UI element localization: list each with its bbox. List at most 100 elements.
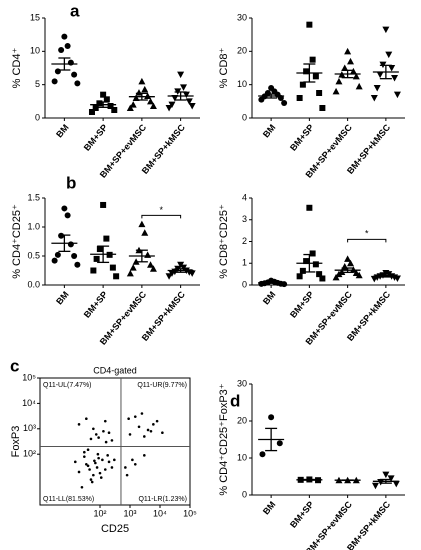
event-dot xyxy=(83,450,86,454)
x-tick-label: 10⁵ xyxy=(183,508,197,518)
plot-frame xyxy=(39,377,191,506)
data-point xyxy=(109,264,116,271)
data-point xyxy=(299,267,306,274)
data-point xyxy=(355,82,363,90)
data-point xyxy=(138,77,146,85)
event-dot xyxy=(95,466,99,469)
event-dot xyxy=(86,448,90,452)
data-point xyxy=(51,257,58,264)
event-dot xyxy=(83,455,86,458)
x-tick-label: BM+SP xyxy=(288,289,316,319)
data-point xyxy=(258,96,265,103)
data-point xyxy=(188,103,196,110)
event-dot xyxy=(73,460,77,464)
y-tick-label: 0 xyxy=(242,279,247,289)
y-tick-label: 0 xyxy=(242,489,247,499)
significance-label: * xyxy=(365,229,369,239)
data-point xyxy=(67,241,74,248)
data-point xyxy=(344,47,352,55)
data-point xyxy=(309,56,316,63)
data-point xyxy=(100,201,107,208)
data-point xyxy=(61,33,68,40)
event-dot xyxy=(101,458,104,462)
event-dot xyxy=(107,431,111,435)
data-point xyxy=(90,267,97,274)
data-point xyxy=(385,51,393,59)
data-point xyxy=(149,102,157,109)
data-point xyxy=(93,255,100,262)
event-dot xyxy=(97,436,100,439)
data-point xyxy=(355,271,363,279)
data-point xyxy=(165,273,173,280)
data-point xyxy=(393,91,401,99)
event-dot xyxy=(102,429,105,433)
data-point xyxy=(382,26,390,34)
data-point xyxy=(352,72,360,80)
data-point xyxy=(373,85,381,92)
y-axis-label: % CD4⁺ xyxy=(11,47,23,88)
x-tick-label: 10⁴ xyxy=(153,508,167,518)
data-point xyxy=(309,250,316,257)
data-point xyxy=(165,105,173,112)
x-tick-label: BM xyxy=(54,122,71,139)
chart-title: CD4-gated xyxy=(93,365,137,375)
data-point xyxy=(92,105,99,111)
data-point xyxy=(141,229,149,236)
data-point xyxy=(316,90,323,96)
data-point xyxy=(281,281,288,288)
y-axis-label: % CD8⁺ xyxy=(218,47,230,88)
event-dot xyxy=(149,429,153,433)
y-tick-label: 1 xyxy=(242,258,247,268)
y-tick-label: 0 xyxy=(35,112,40,122)
y-tick-label: 2 xyxy=(242,236,247,246)
data-point xyxy=(347,259,355,267)
y-tick-label: 10 xyxy=(237,79,247,89)
data-point xyxy=(71,71,78,78)
event-dot xyxy=(133,463,137,466)
event-dot xyxy=(131,458,134,462)
event-dot xyxy=(137,425,141,429)
data-point xyxy=(103,235,110,242)
data-point xyxy=(296,273,303,280)
data-point xyxy=(64,212,71,219)
event-dot xyxy=(94,461,97,465)
data-point xyxy=(303,68,310,75)
y-tick-label: 30 xyxy=(237,12,247,22)
event-dot xyxy=(125,473,129,477)
data-point xyxy=(61,205,68,212)
panel-letter: a xyxy=(70,1,80,20)
y-tick-label: 10⁴ xyxy=(22,398,36,408)
data-point xyxy=(349,266,357,273)
significance-label: * xyxy=(159,205,163,215)
data-point xyxy=(135,89,143,96)
panel-letter: d xyxy=(230,391,240,410)
data-point xyxy=(319,105,326,111)
data-point xyxy=(341,64,349,71)
data-point xyxy=(147,261,155,268)
data-point xyxy=(347,57,355,65)
event-dot xyxy=(88,468,91,471)
panel-letter: c xyxy=(10,356,19,375)
data-point xyxy=(100,91,107,98)
data-point xyxy=(96,100,103,107)
data-point xyxy=(74,261,81,268)
event-dot xyxy=(161,431,164,435)
data-point xyxy=(180,84,188,91)
data-point xyxy=(382,471,390,479)
quadrant-label: Q11-UR(9.77%) xyxy=(137,382,187,389)
x-tick-label: BM xyxy=(261,289,278,306)
data-point xyxy=(392,480,400,488)
event-dot xyxy=(94,433,98,436)
data-point xyxy=(188,270,196,277)
y-tick-label: 20 xyxy=(237,415,247,425)
data-point xyxy=(312,261,319,268)
data-point xyxy=(113,273,120,280)
significance-bracket xyxy=(347,238,387,243)
event-dot xyxy=(98,471,102,475)
y-tick-label: 10² xyxy=(23,449,36,459)
event-dot xyxy=(106,454,109,457)
data-point xyxy=(74,80,81,87)
panel-letter: b xyxy=(66,173,76,192)
y-tick-label: 20 xyxy=(237,46,247,56)
